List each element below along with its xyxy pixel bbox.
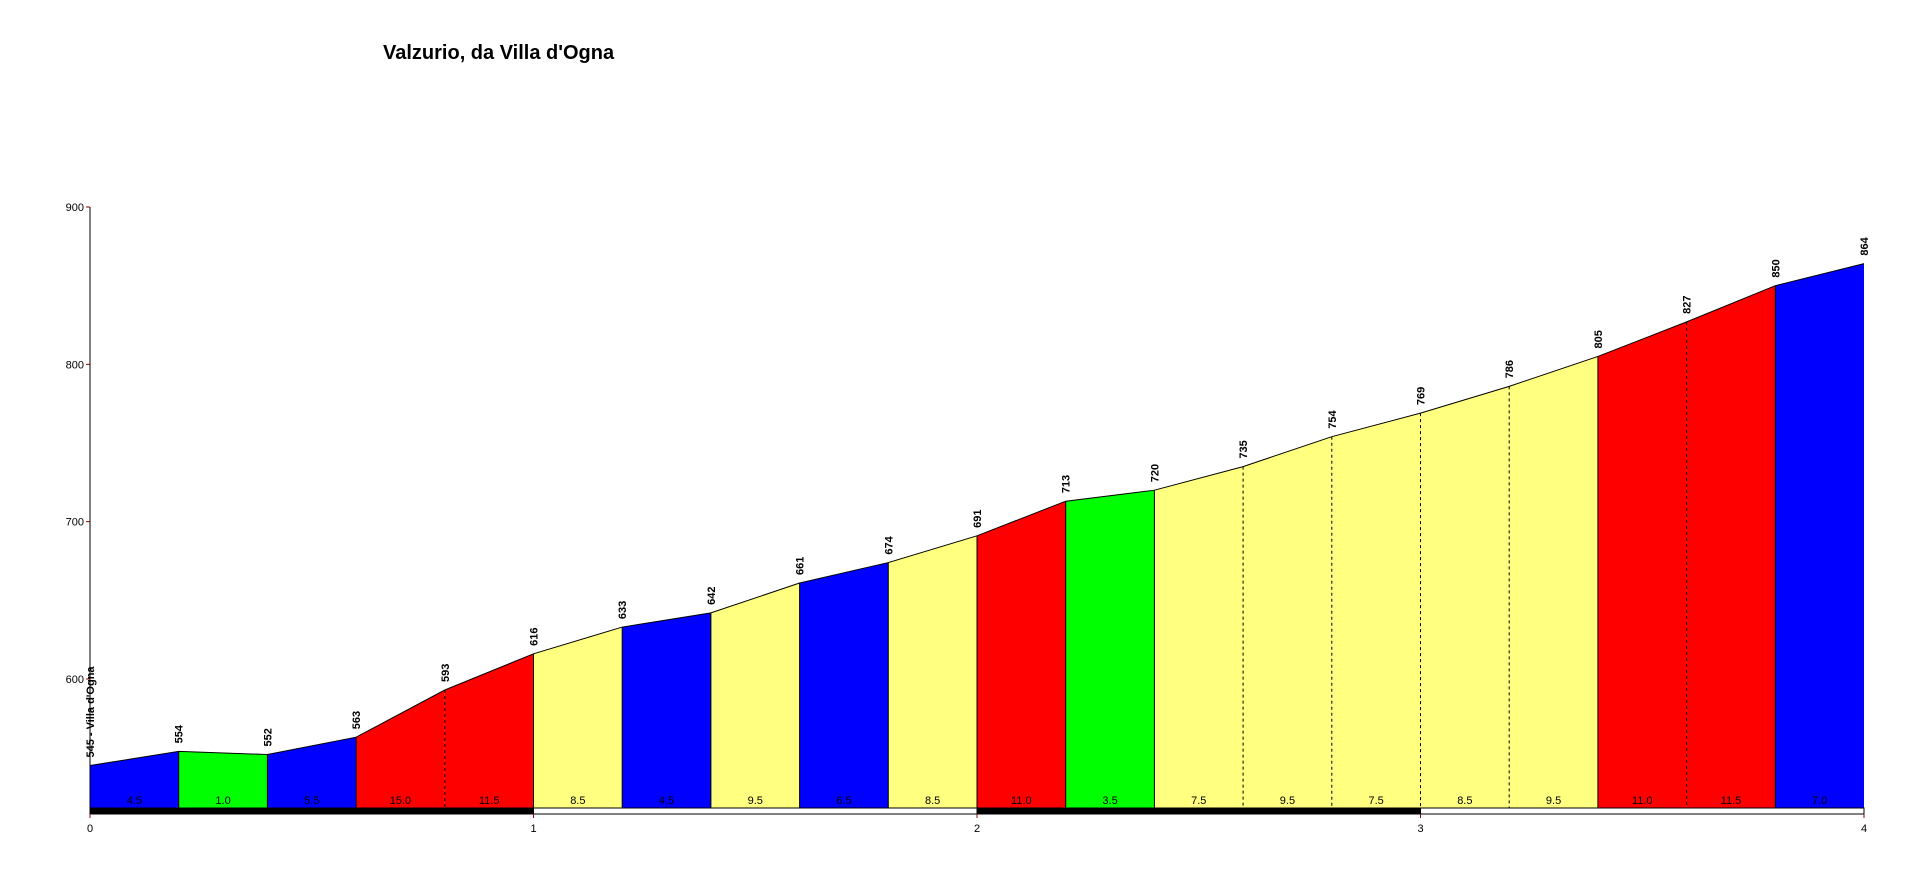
x-tick-label: 2 [974,823,980,835]
y-tick-label: 900 [66,202,84,214]
x-tick-label: 3 [1417,823,1423,835]
elevation-label: 805 [1593,330,1605,348]
profile-segment [1775,263,1864,808]
profile-segment [178,751,268,808]
gradient-label: 11.0 [1632,795,1653,807]
gradient-label: 7.5 [1369,795,1384,807]
profile-segment [1243,436,1332,808]
profile-segment [977,501,1066,808]
profile-segment [1065,490,1155,808]
x-tick-label: 4 [1861,823,1867,835]
profile-segment [1686,285,1776,808]
y-tick-label: 600 [66,674,84,686]
elevation-label: 691 [972,509,984,527]
distance-strip-segment [976,807,1421,815]
profile-segment [444,653,534,808]
profile-outline [89,263,1865,808]
elevation-label: 642 [706,587,718,605]
elevation-label: 674 [883,535,895,554]
gradient-label: 8.5 [570,795,585,807]
profile-segment [267,737,357,808]
elevation-label: 754 [1327,409,1339,428]
chart-axes: 600 700 800 900 0 1 2 3 4 [66,202,1867,835]
gradient-label: 11.5 [1721,795,1742,807]
profile-segments [90,263,1864,808]
elevation-label: 713 [1061,475,1073,493]
x-tick-label: 0 [87,823,93,835]
elevation-label: 633 [617,601,629,619]
elevation-label: 554 [174,724,186,743]
elevation-label: 661 [795,557,807,575]
gradient-label: 5.5 [304,795,319,807]
profile-segment [1509,356,1598,808]
elevation-label: 786 [1504,360,1516,378]
gradient-label: 11.5 [479,795,500,807]
gradient-label: 7.0 [1812,795,1827,807]
gradient-label: 8.5 [1457,795,1472,807]
profile-line [89,263,1865,767]
distance-strip-segment [89,807,534,815]
elevation-labels: 545 - Villa d'Ogna 554 552 563 593 616 633 642 6… [85,236,1871,757]
profile-segment [1154,466,1244,808]
x-tick-label: 1 [530,823,536,835]
elevation-label: 545 - Villa d'Ogna [85,666,97,758]
elevation-label: 563 [351,711,363,729]
distance-strip-segment [533,807,978,815]
gradient-label: 3.5 [1102,795,1117,807]
elevation-label: 850 [1770,259,1782,277]
gradient-label: 4.5 [659,795,674,807]
gradient-label: 15.0 [390,795,411,807]
gradient-label: 6.5 [836,795,851,807]
elevation-label: 735 [1238,440,1250,458]
profile-segment [356,690,445,808]
gradient-label: 8.5 [925,795,940,807]
distance-strip [89,807,1865,815]
profile-segment [622,612,711,808]
y-tick-label: 800 [66,359,84,371]
elevation-label: 552 [262,728,274,746]
profile-segment [799,562,889,808]
elevation-label: 720 [1149,464,1161,482]
profile-segment [1331,413,1421,808]
profile-segment [1597,321,1687,808]
profile-segment [90,751,179,808]
y-tick-label: 700 [66,517,84,529]
profile-segment [1420,386,1510,808]
elevation-label: 864 [1859,236,1871,255]
gradient-label: 9.5 [1280,795,1295,807]
elevation-label: 593 [440,664,452,682]
profile-segment [533,627,623,808]
gradient-label: 9.5 [1546,795,1561,807]
gradient-label: 11.0 [1011,795,1032,807]
gradient-label: 9.5 [748,795,763,807]
elevation-label: 616 [529,627,541,645]
gradient-label: 1.0 [215,795,230,807]
elevation-label: 769 [1416,387,1428,405]
profile-segment [888,535,977,808]
gradient-label: 4.5 [127,795,142,807]
chart-title: Valzurio, da Villa d'Ogna [383,42,615,64]
gradient-label: 7.5 [1191,795,1206,807]
profile-segment [710,583,800,808]
distance-strip-segment [1420,807,1865,815]
gradient-labels: 4.5 1.0 5.5 15.0 11.5 8.5 4.5 9.5 6.5 8.5 11.0 3.5 7… [127,795,1828,807]
elevation-label: 827 [1682,295,1694,313]
